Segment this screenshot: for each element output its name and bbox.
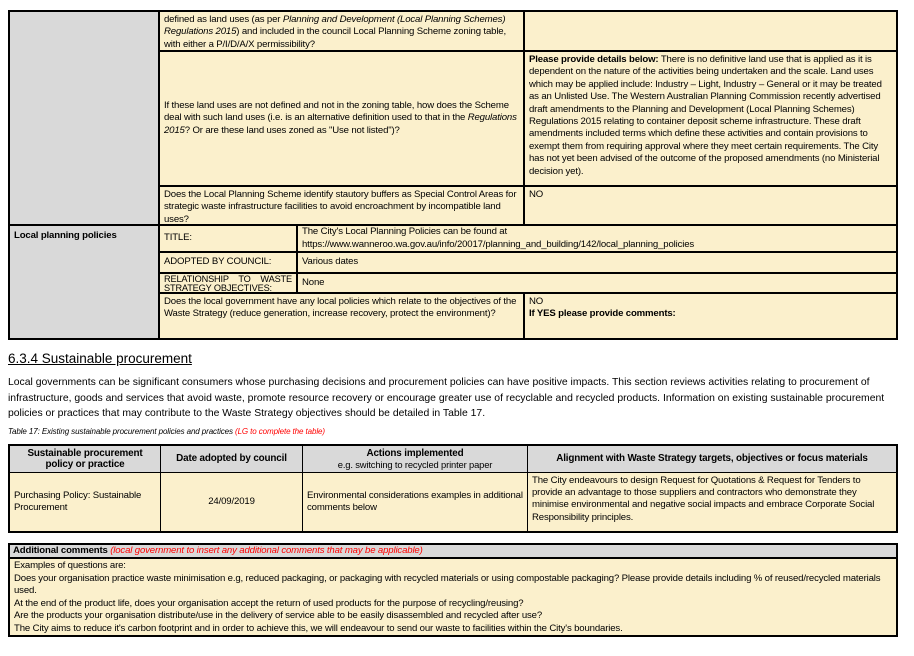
additional-comments-header: Additional comments (local government to… xyxy=(8,543,898,558)
question-land-uses-not-defined: If these land uses are not defined and n… xyxy=(160,52,523,185)
answer-no: NO xyxy=(525,187,896,224)
caption-text: Table 17: Existing sustainable procureme… xyxy=(8,427,236,436)
title-url[interactable]: https://www.wanneroo.wa.gov.au/info/2001… xyxy=(302,238,695,250)
comment-line: The City aims to reduce it's carbon foot… xyxy=(14,622,623,634)
label-line2: STRATEGY OBJECTIVES: xyxy=(164,282,272,292)
answer-empty-cell xyxy=(525,12,896,50)
comment-line: Does your organisation practice waste mi… xyxy=(14,572,881,597)
caption-note-red: (LG to complete the table) xyxy=(235,427,325,436)
value-title: The City's Local Planning Policies can b… xyxy=(298,226,896,251)
cell-actions: Environmental considerations examples in… xyxy=(303,473,527,531)
header-note-red: (local government to insert any addition… xyxy=(110,545,423,556)
question-text: ) and included in the council Local Plan… xyxy=(164,26,507,50)
table-17-caption: Table 17: Existing sustainable procureme… xyxy=(8,427,325,436)
section-intro-paragraph: Local governments can be significant con… xyxy=(8,377,885,419)
label-title: TITLE: xyxy=(160,226,296,251)
label-relationship-waste-strategy: RELATIONSHIP TO WASTE STRATEGY OBJECTIVE… xyxy=(160,274,296,292)
header-title: Additional comments xyxy=(13,545,111,556)
section-heading: 6.3.4 Sustainable procurement xyxy=(8,351,192,366)
comment-line: Examples of questions are: xyxy=(14,560,126,571)
answer-text: There is no definitive land use that is … xyxy=(529,54,882,177)
additional-comments-body: Examples of questions are: Does your org… xyxy=(8,558,898,637)
header-alignment: Alignment with Waste Strategy targets, o… xyxy=(528,446,896,472)
question-text-italic: Regulations 2015 xyxy=(164,112,517,136)
question-statutory-buffers: Does the Local Planning Scheme identify … xyxy=(160,187,523,224)
header-policy-or-practice: Sustainable procurement policy or practi… xyxy=(10,446,160,472)
planning-scheme-table: defined as land uses (as per Planning an… xyxy=(8,10,898,340)
answer-no: NO xyxy=(529,296,544,307)
comment-line: Are the products your organisation distr… xyxy=(14,610,543,622)
header-actions-sub: e.g. switching to recycled printer paper xyxy=(337,459,493,470)
procurement-table: Sustainable procurement policy or practi… xyxy=(8,444,898,533)
question-text-italic: Planning and Development (Local Planning… xyxy=(164,14,506,38)
value-adopted-by-council: Various dates xyxy=(298,253,896,272)
answer-details: Please provide details below: There is n… xyxy=(525,52,896,185)
answer-if-yes-prompt: If YES please provide comments: xyxy=(529,308,676,320)
value-relationship-waste-strategy: None xyxy=(298,274,896,292)
cell-policy: Purchasing Policy: Sustainable Procureme… xyxy=(10,473,160,531)
header-actions-main: Actions implemented xyxy=(366,447,464,459)
section-label-local-planning-policies: Local planning policies xyxy=(10,226,158,338)
question-text: ? Or are these land uses zoned as "Use n… xyxy=(184,124,400,136)
label-line1: RELATIONSHIP TO WASTE xyxy=(164,274,292,284)
cell-date: 24/09/2019 xyxy=(161,473,302,531)
comment-line: At the end of the product life, does you… xyxy=(14,597,524,609)
answer-bold-lead: Please provide details below: xyxy=(529,54,659,65)
question-land-uses-defined: defined as land uses (as per Planning an… xyxy=(160,12,523,50)
spanning-empty-category-cell xyxy=(10,12,158,224)
question-text: defined as land uses (as per xyxy=(164,14,283,25)
header-date-adopted: Date adopted by council xyxy=(161,446,302,472)
label-adopted-by-council: ADOPTED BY COUNCIL: xyxy=(160,253,296,272)
cell-alignment: The City endeavours to design Request fo… xyxy=(528,473,896,531)
header-actions-implemented: Actions implemented e.g. switching to re… xyxy=(303,446,527,472)
title-line1: The City's Local Planning Policies can b… xyxy=(302,226,507,238)
question-local-policies: Does the local government have any local… xyxy=(160,294,523,338)
additional-comments-section: Additional comments (local government to… xyxy=(8,543,898,637)
question-text: If these land uses are not defined and n… xyxy=(164,100,509,124)
answer-local-policies: NO If YES please provide comments: xyxy=(525,294,896,338)
